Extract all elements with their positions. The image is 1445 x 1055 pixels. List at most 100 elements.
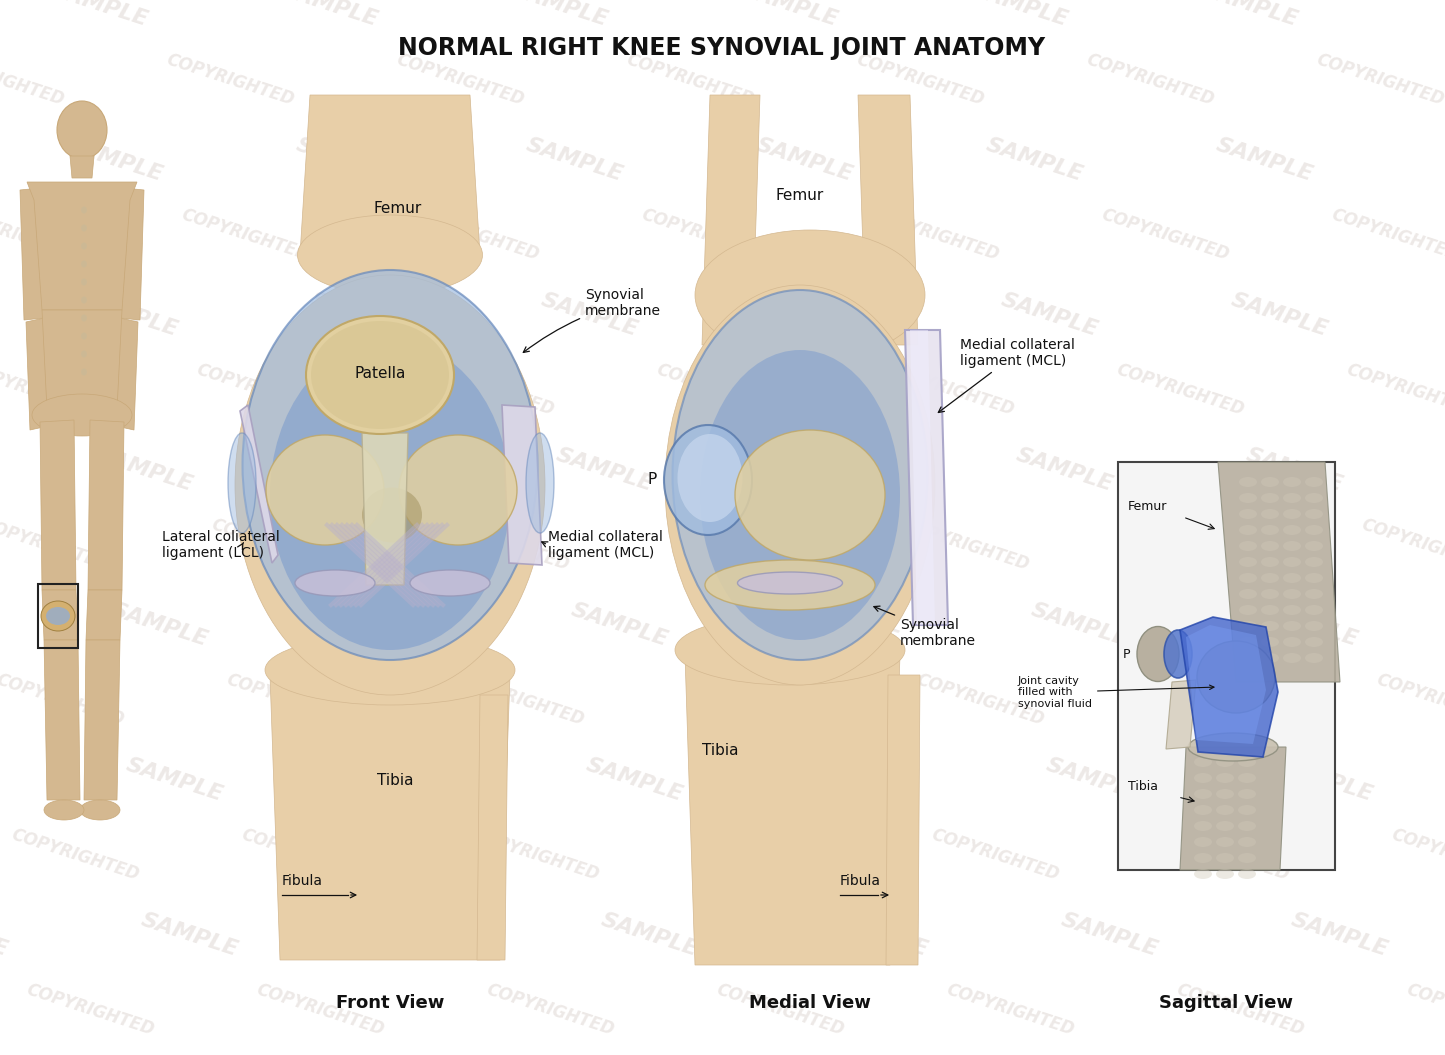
Ellipse shape — [1283, 509, 1300, 519]
Ellipse shape — [1217, 837, 1234, 847]
Text: COPYRIGHTED: COPYRIGHTED — [409, 206, 542, 264]
Text: SAMPLE: SAMPLE — [525, 135, 626, 185]
Ellipse shape — [1261, 509, 1279, 519]
Text: COPYRIGHTED: COPYRIGHTED — [929, 826, 1061, 884]
Text: SAMPLE: SAMPLE — [1429, 0, 1445, 31]
Ellipse shape — [1305, 477, 1324, 487]
Ellipse shape — [1238, 509, 1257, 519]
Ellipse shape — [1238, 589, 1257, 599]
Polygon shape — [685, 655, 900, 965]
Text: SAMPLE: SAMPLE — [539, 290, 642, 340]
Ellipse shape — [1238, 605, 1257, 615]
Polygon shape — [477, 695, 509, 960]
Text: SAMPLE: SAMPLE — [769, 290, 871, 340]
Text: Fibula: Fibula — [840, 874, 881, 888]
Polygon shape — [240, 405, 277, 563]
Ellipse shape — [81, 261, 87, 268]
Ellipse shape — [1194, 773, 1212, 783]
Text: NORMAL RIGHT KNEE SYNOVIAL JOINT ANATOMY: NORMAL RIGHT KNEE SYNOVIAL JOINT ANATOMY — [399, 36, 1046, 60]
Text: Medial collateral
ligament (MCL): Medial collateral ligament (MCL) — [548, 530, 663, 560]
Text: COPYRIGHTED: COPYRIGHTED — [1329, 206, 1445, 264]
Ellipse shape — [1283, 589, 1300, 599]
Text: Patella: Patella — [354, 365, 406, 381]
Text: Tibia: Tibia — [377, 773, 413, 788]
Polygon shape — [886, 675, 920, 965]
Ellipse shape — [399, 435, 517, 545]
Text: COPYRIGHTED: COPYRIGHTED — [1403, 981, 1445, 1039]
Text: COPYRIGHTED: COPYRIGHTED — [884, 361, 1016, 419]
Text: COPYRIGHTED: COPYRIGHTED — [683, 671, 816, 729]
Ellipse shape — [1261, 477, 1279, 487]
Text: SAMPLE: SAMPLE — [340, 600, 441, 650]
Text: SAMPLE: SAMPLE — [814, 755, 916, 805]
Text: COPYRIGHTED: COPYRIGHTED — [944, 981, 1077, 1039]
Text: P: P — [647, 473, 656, 487]
Ellipse shape — [243, 270, 538, 660]
Text: SAMPLE: SAMPLE — [324, 445, 426, 495]
Text: SAMPLE: SAMPLE — [309, 290, 412, 340]
Text: SAMPLE: SAMPLE — [754, 135, 855, 185]
Text: COPYRIGHTED: COPYRIGHTED — [163, 51, 296, 109]
Ellipse shape — [1305, 637, 1324, 647]
Ellipse shape — [1261, 621, 1279, 631]
Ellipse shape — [1238, 821, 1256, 831]
Text: COPYRIGHTED: COPYRIGHTED — [1358, 516, 1445, 574]
Text: SAMPLE: SAMPLE — [368, 909, 471, 960]
Ellipse shape — [32, 394, 131, 436]
Ellipse shape — [270, 340, 510, 650]
Ellipse shape — [295, 570, 376, 596]
Ellipse shape — [1194, 853, 1212, 863]
Text: SAMPLE: SAMPLE — [584, 755, 686, 805]
Ellipse shape — [699, 350, 900, 640]
Text: COPYRIGHTED: COPYRIGHTED — [179, 206, 311, 264]
Ellipse shape — [81, 279, 87, 286]
Ellipse shape — [1238, 789, 1256, 799]
Polygon shape — [702, 95, 760, 345]
Ellipse shape — [1261, 525, 1279, 535]
Text: Medial collateral
ligament (MCL): Medial collateral ligament (MCL) — [938, 338, 1075, 413]
Ellipse shape — [43, 800, 84, 820]
Text: COPYRIGHTED: COPYRIGHTED — [454, 671, 587, 729]
Ellipse shape — [264, 635, 514, 705]
Ellipse shape — [675, 615, 905, 685]
Ellipse shape — [1305, 493, 1324, 503]
Text: COPYRIGHTED: COPYRIGHTED — [0, 51, 66, 109]
Text: COPYRIGHTED: COPYRIGHTED — [1374, 671, 1445, 729]
Text: COPYRIGHTED: COPYRIGHTED — [254, 981, 386, 1039]
Ellipse shape — [665, 285, 935, 685]
Text: SAMPLE: SAMPLE — [970, 0, 1071, 31]
Text: COPYRIGHTED: COPYRIGHTED — [854, 51, 985, 109]
Ellipse shape — [1283, 493, 1300, 503]
Ellipse shape — [1283, 541, 1300, 551]
Text: COPYRIGHTED: COPYRIGHTED — [1344, 361, 1445, 419]
Ellipse shape — [1261, 605, 1279, 615]
Text: SAMPLE: SAMPLE — [509, 0, 611, 31]
Ellipse shape — [1238, 837, 1256, 847]
Text: COPYRIGHTED: COPYRIGHTED — [194, 361, 327, 419]
Ellipse shape — [1305, 589, 1324, 599]
Text: SAMPLE: SAMPLE — [279, 0, 381, 31]
Polygon shape — [42, 310, 121, 410]
Text: Tibia: Tibia — [1129, 780, 1157, 793]
Text: COPYRIGHTED: COPYRIGHTED — [394, 51, 526, 109]
Ellipse shape — [1238, 853, 1256, 863]
Ellipse shape — [298, 215, 483, 295]
Ellipse shape — [1305, 653, 1324, 663]
Ellipse shape — [81, 243, 87, 249]
Ellipse shape — [1283, 637, 1300, 647]
Polygon shape — [301, 95, 480, 255]
Ellipse shape — [1261, 653, 1279, 663]
Text: SAMPLE: SAMPLE — [64, 135, 166, 185]
Ellipse shape — [1305, 557, 1324, 567]
Polygon shape — [27, 183, 137, 310]
Text: SAMPLE: SAMPLE — [783, 445, 886, 495]
Ellipse shape — [1261, 589, 1279, 599]
Polygon shape — [270, 675, 510, 960]
Polygon shape — [87, 590, 121, 640]
Ellipse shape — [1194, 837, 1212, 847]
Ellipse shape — [1305, 525, 1324, 535]
Ellipse shape — [1238, 869, 1256, 879]
Ellipse shape — [56, 101, 107, 159]
Text: COPYRIGHTED: COPYRIGHTED — [913, 671, 1046, 729]
Text: SAMPLE: SAMPLE — [1199, 0, 1300, 31]
